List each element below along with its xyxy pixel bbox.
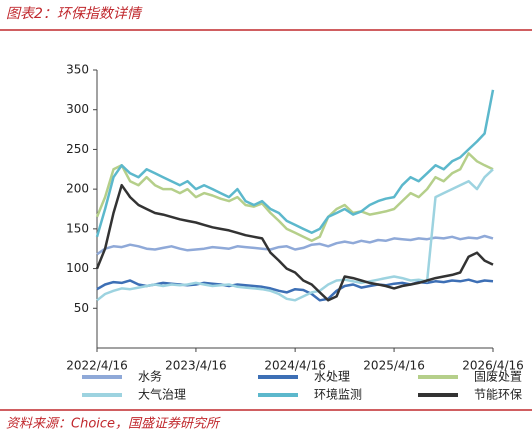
chart-title: 图表2：环保指数详情 <box>6 6 143 22</box>
y-tick-label: 250 <box>66 142 89 156</box>
legend-label: 大气治理 <box>138 387 186 402</box>
legend-label: 水务 <box>138 369 162 384</box>
source: 资料来源：Choice，国盛证券研究所 <box>6 416 221 432</box>
series-line <box>96 234 494 256</box>
legend-label: 节能环保 <box>474 388 522 402</box>
y-tick-label: 50 <box>74 301 89 315</box>
series-line <box>95 183 494 302</box>
legend-label: 水处理 <box>314 370 350 384</box>
legend-label: 环境监测 <box>314 387 362 402</box>
y-tick-label: 350 <box>66 63 89 77</box>
x-tick-label: 2023/4/16 <box>165 359 227 373</box>
x-tick-label: 2024/4/16 <box>264 359 326 373</box>
series-line <box>95 152 494 243</box>
x-tick-label: 2025/4/16 <box>363 359 425 373</box>
y-tick-label: 300 <box>66 102 89 116</box>
x-tick-label: 2026/4/16 <box>462 359 524 373</box>
y-tick-label: 200 <box>66 182 89 196</box>
legend-label: 固废处置 <box>474 369 522 384</box>
y-tick-label: 150 <box>66 221 89 235</box>
x-tick-label: 2022/4/16 <box>66 359 128 373</box>
series-line <box>96 278 494 302</box>
series-line <box>95 89 495 238</box>
y-tick-label: 100 <box>66 261 89 275</box>
